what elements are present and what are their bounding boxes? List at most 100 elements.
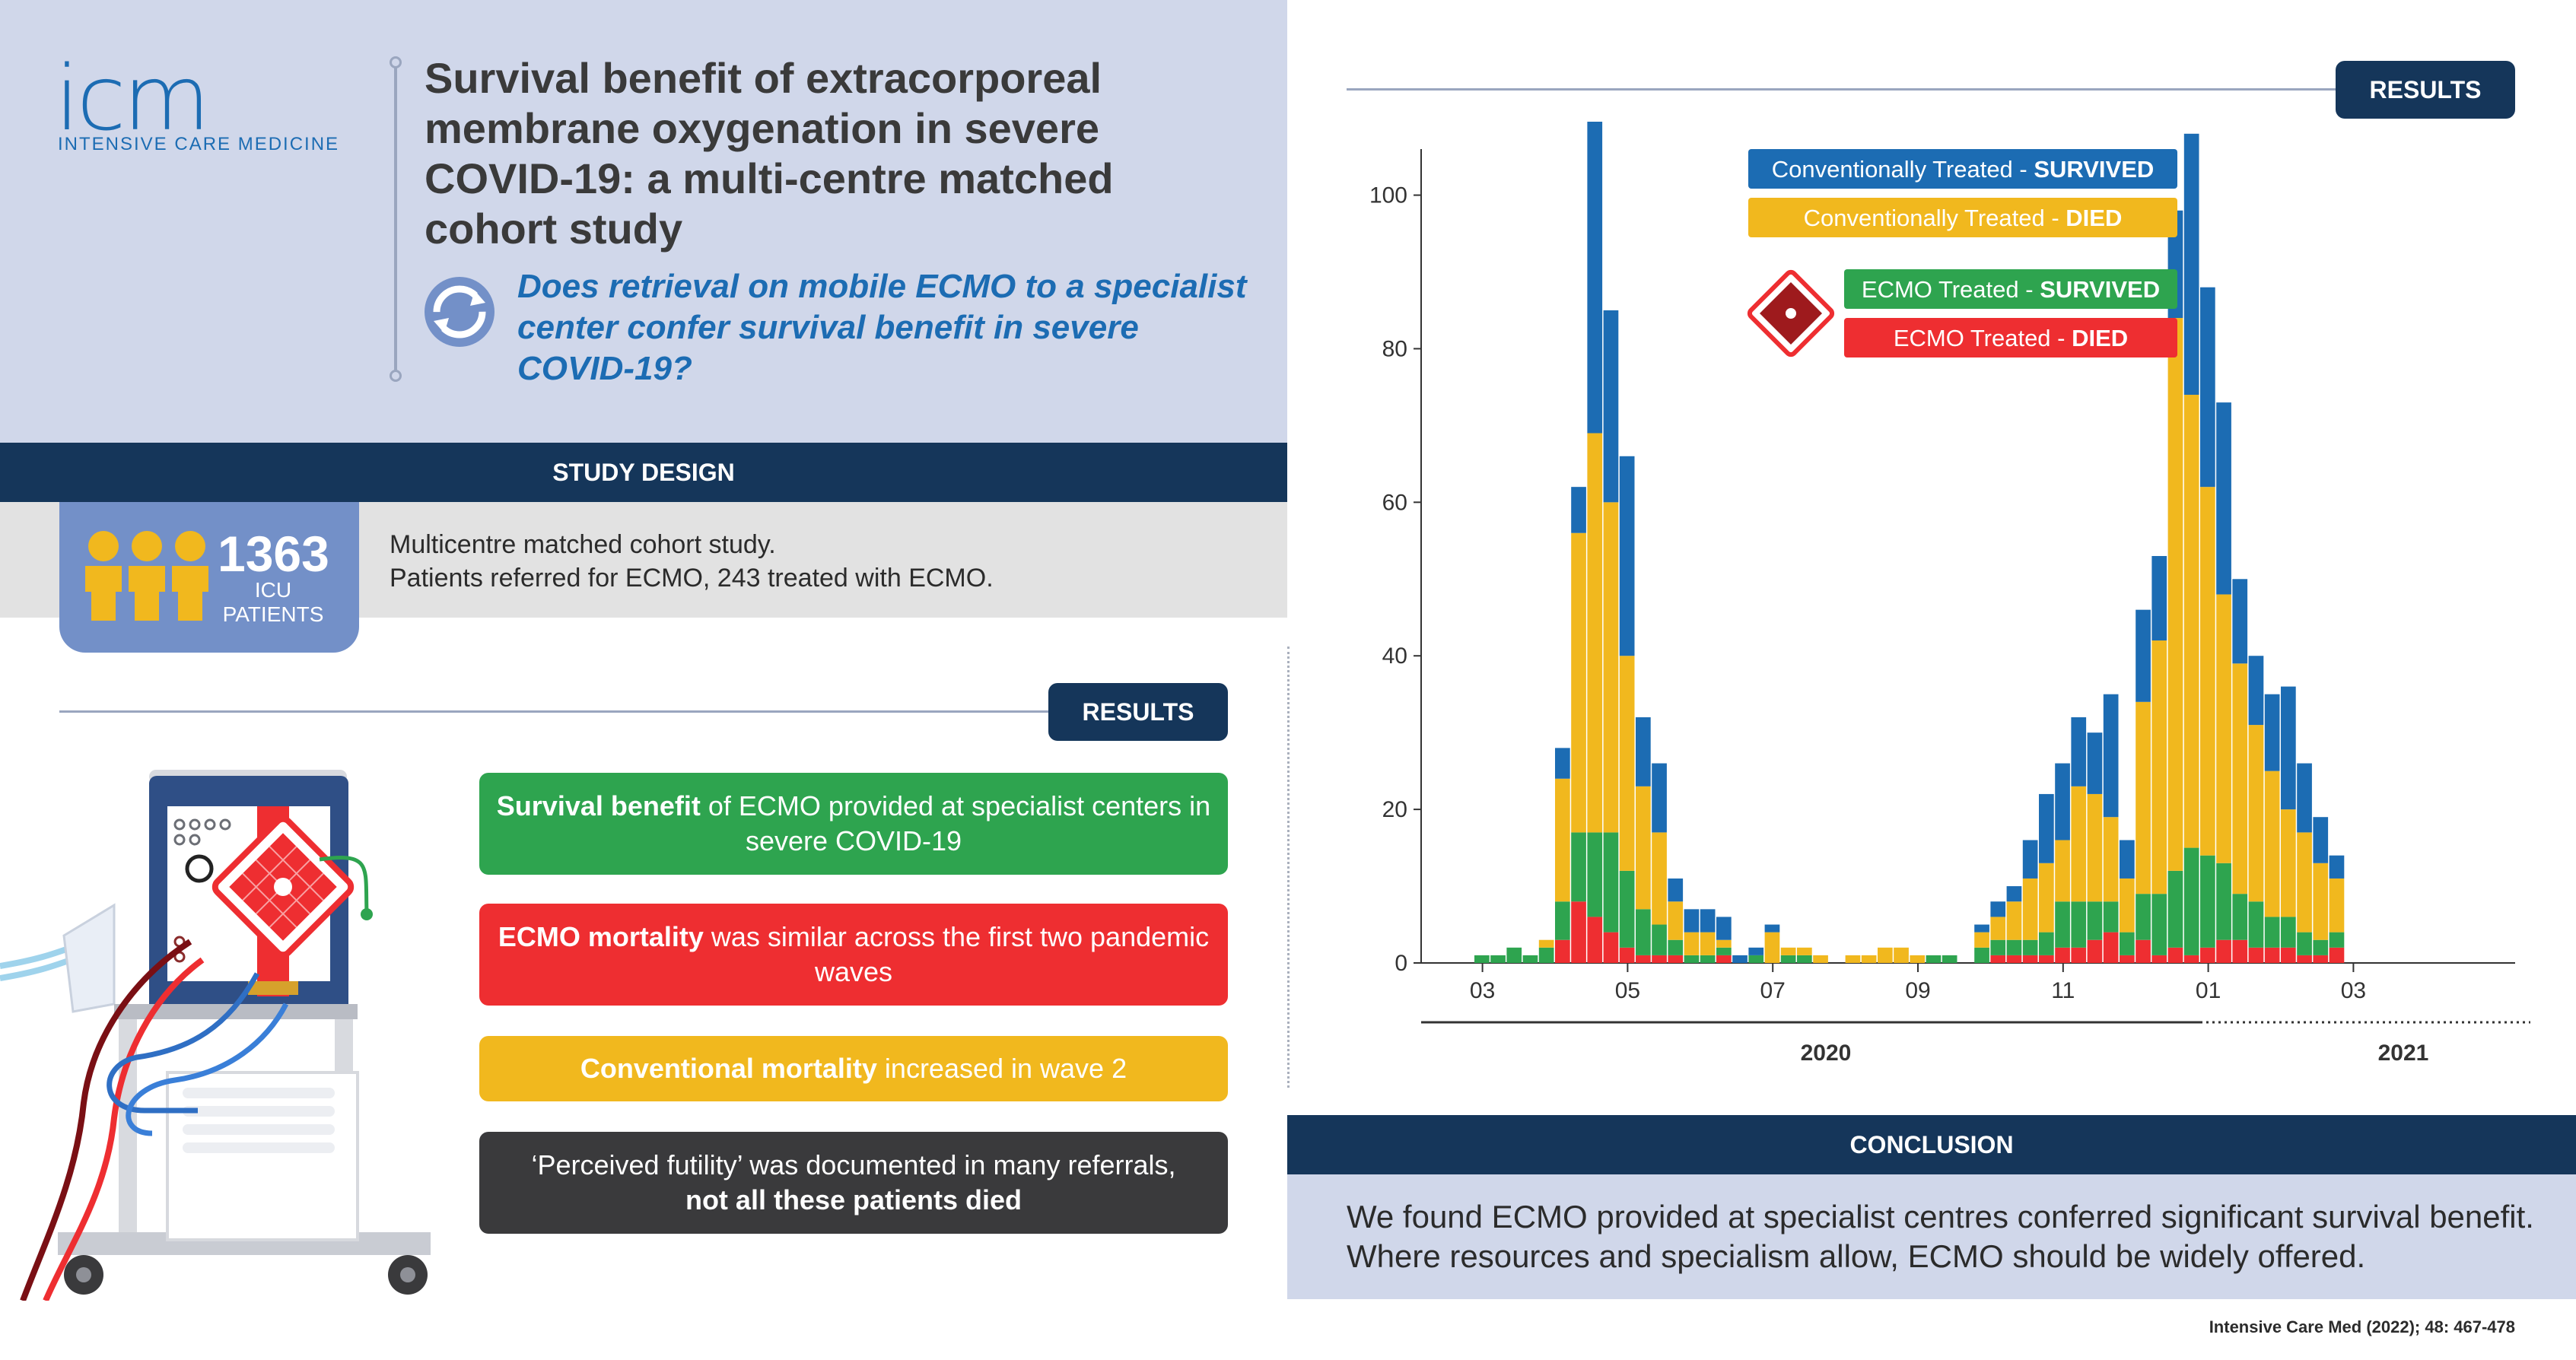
bar-segment-ecmo-died [2103, 932, 2119, 963]
bar-segment-conv-died [1974, 932, 1989, 948]
bar-segment-conv-survived [1587, 122, 1603, 434]
bar-segment-conv-died [1797, 947, 1812, 955]
x-tick-label: 03 [2341, 978, 2366, 1003]
bar-segment-ecmo-survived [1652, 924, 1667, 955]
citation: Intensive Care Med (2022); 48: 467-478 [2209, 1317, 2515, 1336]
patients-icon [85, 531, 208, 621]
bar-segment-conv-survived [2136, 609, 2151, 702]
bar-segment-conv-died [1878, 947, 1893, 963]
bar-segment-conv-survived [1652, 763, 1667, 833]
bar-segment-conv-died [2281, 809, 2296, 917]
bar-segment-ecmo-survived [1748, 955, 1764, 963]
bar-segment-conv-died [2136, 701, 2151, 894]
legend-entry-status: SURVIVED [2040, 276, 2160, 303]
conclusion-header: CONCLUSION [1287, 1115, 2576, 1174]
bar-segment-conv-survived [2248, 656, 2264, 726]
bar-segment-ecmo-survived [2136, 894, 2151, 940]
bar-segment-ecmo-survived [1587, 832, 1603, 917]
bar-segment-ecmo-survived [2022, 939, 2038, 955]
bar-segment-ecmo-survived [2248, 901, 2264, 948]
bar-segment-conv-died [2167, 318, 2183, 871]
bar-segment-ecmo-survived [2313, 939, 2329, 955]
legend-swatch [1748, 198, 2177, 237]
bar-segment-ecmo-survived [2264, 917, 2280, 948]
bar-segment-ecmo-survived [1797, 955, 1812, 963]
patient-count: 1363 [218, 526, 329, 582]
bar-segment-ecmo-died [2297, 955, 2312, 963]
chart-legend: Conventionally Treated - SURVIVEDConvent… [1747, 149, 2177, 357]
bar-segment-ecmo-died [1619, 947, 1635, 963]
bar-segment-ecmo-survived [2329, 932, 2345, 948]
bar-segment-conv-died [1684, 932, 1700, 955]
legend-entry-prefix: ECMO Treated - [1862, 276, 2040, 303]
bar-segment-conv-died [1700, 932, 1716, 955]
bar-segment-conv-died [2216, 594, 2231, 863]
x-tick-label: 01 [2196, 978, 2221, 1003]
bar-segment-ecmo-died [2216, 939, 2231, 963]
bar-segment-ecmo-died [1990, 955, 2006, 963]
bar-segment-ecmo-survived [1926, 955, 1942, 963]
finding-perceived-futility: ‘Perceived futility’ was documented in m… [479, 1132, 1228, 1234]
bar-segment-ecmo-survived [1474, 955, 1490, 963]
bar-segment-ecmo-survived [1538, 947, 1554, 963]
bar-segment-conv-died [2232, 663, 2248, 894]
legend-entry-prefix: ECMO Treated - [1894, 325, 2072, 351]
bar-segment-ecmo-survived [2200, 855, 2215, 948]
bar-segment-conv-survived [2200, 287, 2215, 488]
results-rule-left [59, 710, 1048, 713]
bar-segment-conv-died [1813, 955, 1828, 963]
bar-segment-ecmo-died [1716, 955, 1732, 963]
title-divider [390, 56, 402, 382]
legend-swatch [1748, 149, 2177, 189]
bar-segment-ecmo-survived [1700, 955, 1716, 963]
bar-segment-conv-survived [2216, 402, 2231, 595]
bar-segment-conv-died [1668, 901, 1684, 940]
bar-segment-ecmo-survived [1522, 955, 1538, 963]
bar-segment-ecmo-died [1571, 901, 1586, 963]
bar-segment-conv-survived [1603, 310, 1619, 503]
bar-segment-ecmo-died [2006, 955, 2022, 963]
legend-entry-label: ECMO Treated - DIED [1894, 325, 2128, 351]
bar-segment-conv-died [2006, 901, 2022, 940]
bar-segment-ecmo-survived [2055, 901, 2070, 948]
bar-segment-ecmo-died [2087, 939, 2103, 963]
y-tick-label: 80 [1382, 336, 1407, 361]
bar-segment-ecmo-died [2022, 955, 2038, 963]
bar-segment-ecmo-survived [2006, 939, 2022, 955]
legend-entry-prefix: Conventionally Treated - [1804, 205, 2066, 231]
bar-segment-conv-died [2055, 840, 2070, 902]
bar-segment-ecmo-died [2055, 947, 2070, 963]
finding-4-bold: not all these patients died [685, 1184, 1022, 1215]
bar-segment-conv-survived [2071, 717, 2087, 786]
conclusion-body [1287, 1174, 2576, 1299]
icu-label: ICU [254, 578, 292, 602]
bar-segment-conv-died [1990, 917, 2006, 940]
finding-2-text: was similar across the first two pandemi… [703, 921, 1210, 987]
bar-segment-conv-died [1845, 955, 1861, 963]
bar-segment-ecmo-survived [2183, 847, 2199, 955]
bar-segment-conv-died [2039, 863, 2054, 933]
bar-segment-conv-survived [1636, 717, 1651, 786]
bar-segment-ecmo-died [2120, 955, 2135, 963]
bar-segment-conv-survived [1748, 947, 1764, 955]
study-design-line-1: Multicentre matched cohort study. [390, 530, 776, 559]
x-tick-label: 11 [2051, 978, 2075, 1003]
bar-segment-conv-died [1636, 786, 1651, 910]
x-tick-label: 03 [1470, 978, 1495, 1003]
bar-segment-ecmo-survived [1668, 939, 1684, 955]
bar-segment-conv-survived [1684, 909, 1700, 933]
bar-segment-conv-died [2103, 817, 2119, 902]
header-panel [0, 0, 1287, 443]
bar-segment-conv-died [2297, 832, 2312, 933]
bar-segment-ecmo-survived [1780, 955, 1796, 963]
bar-segment-conv-survived [2264, 694, 2280, 771]
conclusion-line-1: We found ECMO provided at specialist cen… [1347, 1199, 2534, 1234]
bar-segment-ecmo-survived [1636, 909, 1651, 955]
ecmo-machine-illustration [0, 770, 431, 1301]
x-tick-label: 09 [1905, 978, 1930, 1003]
bar-segment-ecmo-survived [2071, 901, 2087, 948]
bar-segment-conv-survived [2183, 133, 2199, 396]
bar-segment-conv-died [1910, 955, 1926, 963]
retrieval-icon [425, 277, 495, 347]
bar-segment-ecmo-died [2183, 955, 2199, 963]
